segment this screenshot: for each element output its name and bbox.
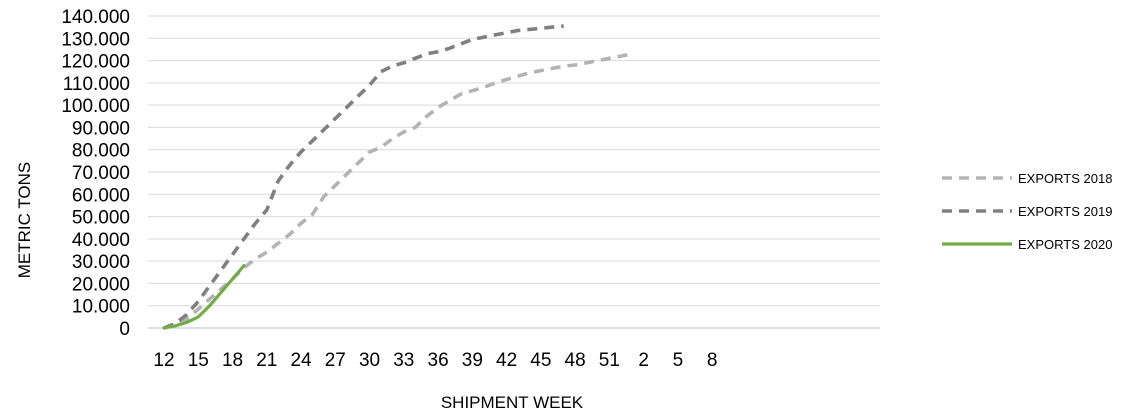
x-tick-label: 15 — [188, 350, 209, 371]
x-tick-label: 8 — [707, 350, 718, 371]
y-tick-label: 10.000 — [72, 297, 130, 318]
y-tick-label: 120.000 — [61, 52, 130, 73]
y-tick-label: 30.000 — [72, 252, 130, 273]
series-lines — [162, 24, 633, 330]
y-tick-label: 70.000 — [72, 163, 130, 184]
x-tick-label: 36 — [428, 350, 449, 371]
legend-label: EXPORTS 2018 — [1018, 171, 1112, 186]
x-tick-label: 48 — [565, 350, 586, 371]
y-tick-label: 100.000 — [61, 96, 130, 117]
y-tick-label: 0 — [119, 319, 130, 340]
y-tick-label: 140.000 — [61, 7, 130, 28]
y-tick-label: 40.000 — [72, 230, 130, 251]
x-tick-label: 51 — [599, 350, 620, 371]
y-tick-label: 130.000 — [61, 29, 130, 50]
legend-label: EXPORTS 2019 — [1018, 204, 1112, 219]
y-tick-label: 90.000 — [72, 118, 130, 139]
x-tick-label: 45 — [530, 350, 551, 371]
x-tick-label: 30 — [359, 350, 380, 371]
legend-label: EXPORTS 2020 — [1018, 237, 1112, 252]
y-axis-ticks: 010.00020.00030.00040.00050.00060.00070.… — [61, 7, 130, 340]
series-line-exports-2018 — [163, 52, 633, 330]
x-tick-label: 18 — [222, 350, 243, 371]
x-axis-ticks: 12 15 18 21 24 27 30 33 36 39 42 45 48 51 2 5 8 — [153, 350, 717, 371]
x-tick-label: 33 — [393, 350, 414, 371]
legend: EXPORTS 2018 EXPORTS 2019 EXPORTS 2020 — [942, 171, 1112, 252]
y-tick-label: 80.000 — [72, 141, 130, 162]
x-tick-label: 27 — [325, 350, 346, 371]
y-tick-label: 110.000 — [63, 74, 130, 95]
x-tick-label: 39 — [462, 350, 483, 371]
x-tick-label: 12 — [153, 350, 174, 371]
x-tick-label: 5 — [673, 350, 684, 371]
y-tick-label: 50.000 — [72, 208, 130, 229]
y-tick-label: 60.000 — [72, 185, 130, 206]
y-tick-label: 20.000 — [72, 274, 130, 295]
gridlines — [148, 15, 880, 307]
x-tick-label: 24 — [290, 350, 312, 371]
series-line-exports-2020 — [162, 264, 246, 330]
x-tick-label: 2 — [638, 350, 649, 371]
series-line-exports-2019 — [163, 24, 564, 330]
y-axis-title: METRIC TONS — [15, 162, 34, 279]
x-axis-title: SHIPMENT WEEK — [441, 393, 584, 412]
x-tick-label: 21 — [256, 350, 277, 371]
x-tick-label: 42 — [496, 350, 517, 371]
